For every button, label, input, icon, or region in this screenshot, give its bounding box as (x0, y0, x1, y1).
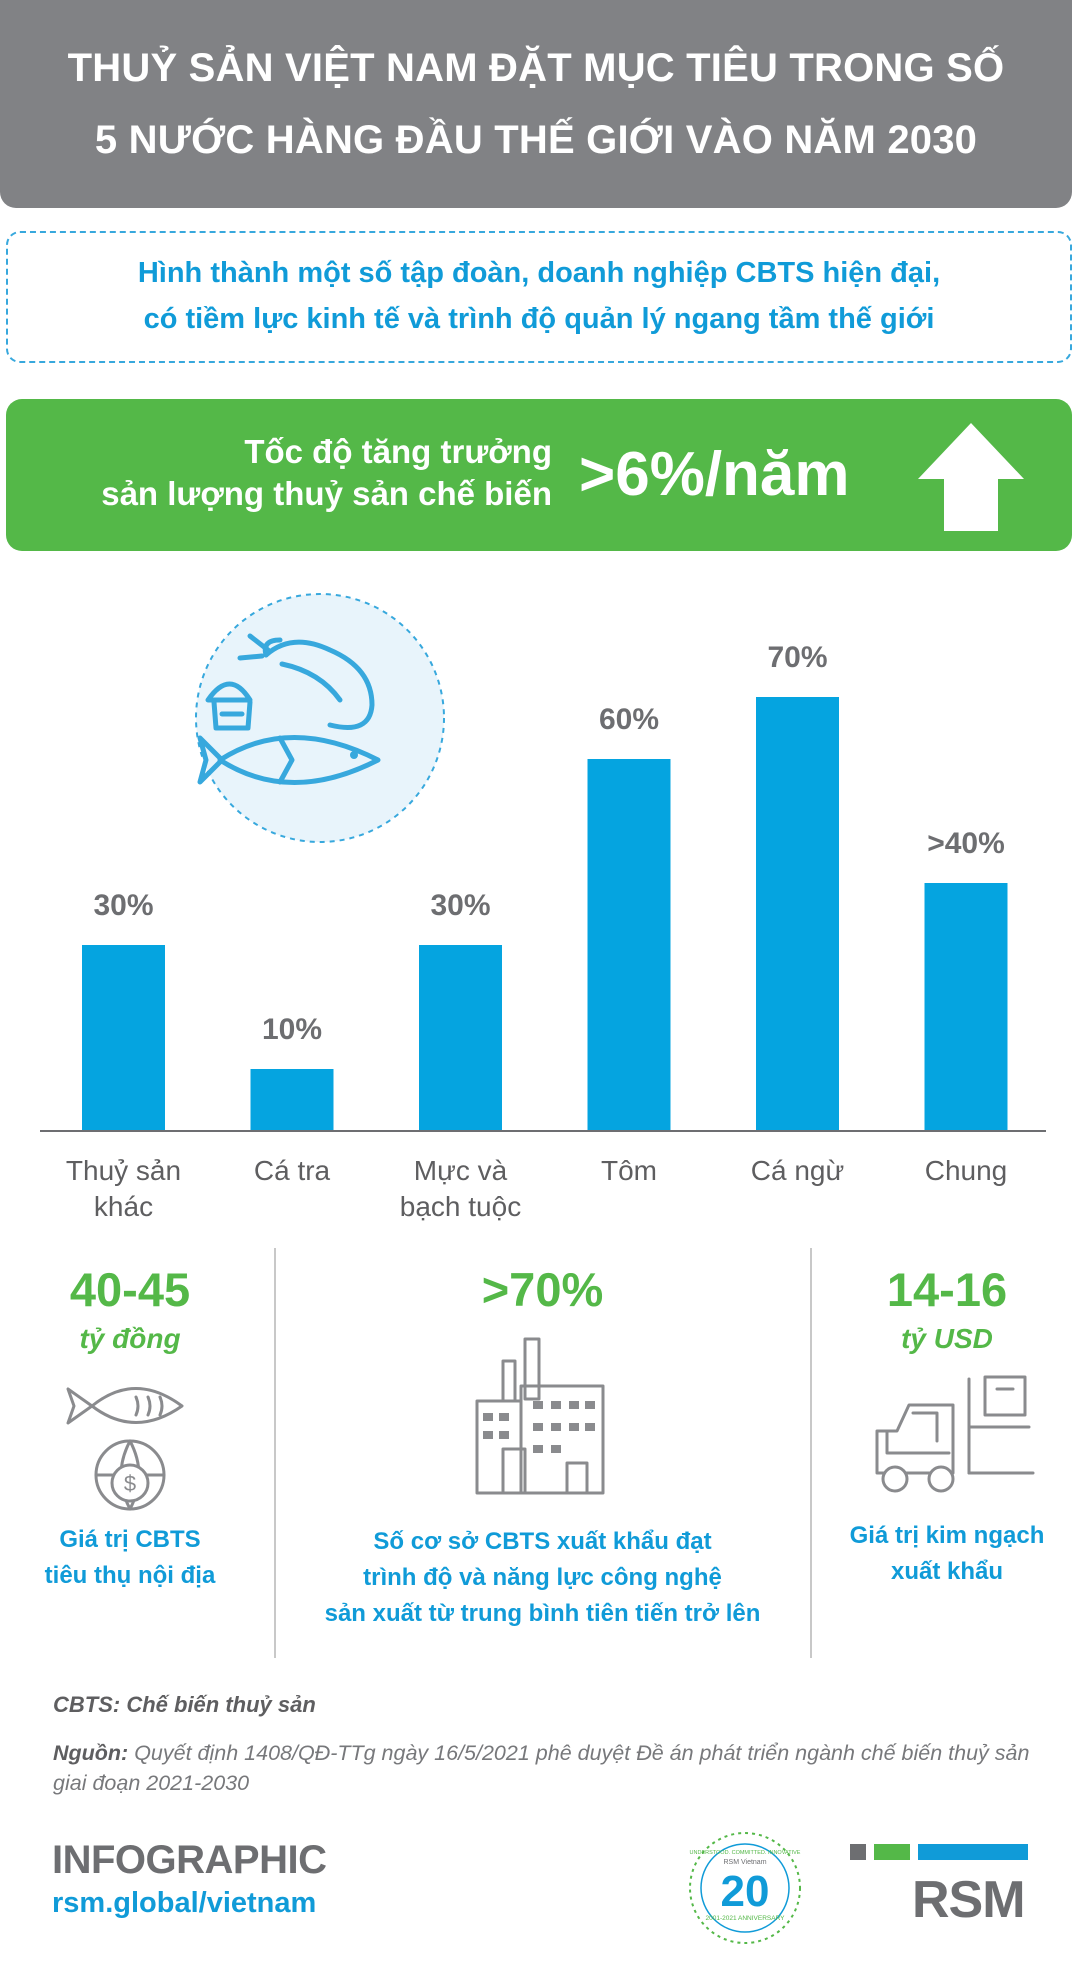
website-link[interactable]: rsm.global/vietnam (52, 1887, 317, 1919)
source-label: Nguồn: (53, 1741, 129, 1765)
infographic-label: INFOGRAPHIC (52, 1838, 327, 1882)
bar-value-label-1: 10% (262, 1013, 322, 1046)
category-label-3-0: Tôm (601, 1155, 657, 1186)
stat-export-desc-2: xuất khẩu (890, 1558, 1004, 1585)
category-label-5-0: Chung (925, 1155, 1008, 1186)
anniv-motto: UNDERSTOOD. COMMITTED. INNOVATIVE (690, 1850, 801, 1856)
header-title-line2: 5 NƯỚC HÀNG ĐẦU THẾ GIỚI VÀO NĂM 2030 (94, 118, 978, 162)
anniv-number: 20 (721, 1867, 770, 1916)
rsm-logo-bars (850, 1844, 1028, 1860)
anniversary-badge: RSM Vietnam 20 2001-2021 ANNIVERSARY UND… (689, 1832, 801, 1944)
category-label-0-0: Thuỷ sản (66, 1155, 181, 1186)
category-label-2-0: Mực và (414, 1155, 508, 1186)
stat-export-unit: tỷ USD (901, 1323, 993, 1354)
stat-domestic-desc-1: Giá trị CBTS (59, 1526, 201, 1553)
bar-0 (82, 945, 165, 1131)
fish-globe-icon: $ (66, 1387, 184, 1511)
bar-value-label-2: 30% (430, 889, 490, 922)
anniv-name: RSM Vietnam (723, 1859, 766, 1866)
stat-tech-value: >70% (481, 1263, 604, 1316)
header-title-line1: THUỶ SẢN VIỆT NAM ĐẶT MỤC TIÊU TRONG SỐ (67, 46, 1005, 90)
rsm-logo: RSM (912, 1871, 1026, 1929)
factory-icon (475, 1337, 604, 1495)
source-note: Nguồn: Quyết định 1408/QĐ-TTg ngày 16/5/… (53, 1738, 1033, 1798)
category-label-2-1: bạch tuộc (400, 1191, 521, 1222)
bar-2 (419, 945, 502, 1131)
svg-text:$: $ (124, 1471, 136, 1496)
stat-domestic-desc-2: tiêu thụ nội địa (44, 1562, 216, 1589)
seafood-icon (195, 593, 445, 843)
stat-export-desc-1: Giá trị kim ngạch (849, 1522, 1045, 1549)
source-text: Quyết định 1408/QĐ-TTg ngày 16/5/2021 ph… (53, 1741, 1030, 1795)
bar-3 (587, 759, 671, 1131)
vision-line2: có tiềm lực kinh tế và trình độ quản lý … (143, 303, 935, 335)
bar-value-label-0: 30% (93, 889, 153, 922)
stat-tech-desc-3: sản xuất từ trung bình tiên tiến trở lên (324, 1600, 761, 1627)
category-label-1-0: Cá tra (254, 1155, 331, 1186)
stat-export-value: 14-16 (886, 1263, 1008, 1316)
bar-value-label-4: 70% (767, 641, 827, 674)
stat-tech-desc-1: Số cơ sở CBTS xuất khẩu đạt (373, 1528, 712, 1555)
anniv-years: 2001-2021 ANNIVERSARY (705, 1915, 785, 1922)
stat-domestic-unit: tỷ đồng (79, 1323, 181, 1354)
up-arrow-icon (918, 423, 1024, 531)
bar-chart: 30% 10% 30% 60% 70% >40% Thuỷ sản khác Cá tra Mự… (40, 593, 1046, 1222)
growth-label-line1: Tốc độ tăng trưởng (244, 433, 552, 470)
forklift-icon (875, 1375, 1035, 1493)
divider-right (810, 1248, 812, 1658)
header-banner: THUỶ SẢN VIỆT NAM ĐẶT MỤC TIÊU TRONG SỐ … (0, 0, 1072, 208)
bar-5 (924, 883, 1008, 1131)
vision-box: Hình thành một số tập đoàn, doanh nghiệp… (6, 231, 1072, 363)
bar-value-label-3: 60% (599, 703, 659, 736)
bar-1 (250, 1069, 334, 1131)
x-axis-labels: Thuỷ sản khác Cá tra Mực và bạch tuộc Tôm Cá n… (66, 1155, 1007, 1222)
stat-tech-desc-2: trình độ và năng lực công nghệ (363, 1564, 722, 1591)
growth-label-line2: sản lượng thuỷ sản chế biến (101, 475, 552, 512)
category-label-4-0: Cá ngừ (751, 1155, 844, 1186)
stat-tech: >70% Số cơ sở CBTS xuất khẩu đạt trình đ… (290, 1262, 795, 1632)
growth-value: >6%/năm (579, 440, 850, 509)
growth-banner: Tốc độ tăng trưởng sản lượng thuỷ sản ch… (6, 399, 1072, 551)
stat-export: 14-16 tỷ USD Giá trị kim ngạch xuất khẩu (822, 1262, 1072, 1590)
bar-value-label-5: >40% (927, 827, 1005, 860)
category-label-0-1: khác (94, 1191, 153, 1222)
bar-4 (756, 697, 839, 1131)
stat-domestic-value: 40-45 (69, 1263, 191, 1316)
abbreviation-note: CBTS: Chế biến thuỷ sản (53, 1692, 316, 1717)
divider-left (274, 1248, 276, 1658)
stat-domestic: 40-45 tỷ đồng $ Giá trị CBTS tiêu thụ nộ… (20, 1262, 240, 1594)
bars-group: 30% 10% 30% 60% 70% >40% (82, 641, 1008, 1131)
vision-line1: Hình thành một số tập đoàn, doanh nghiệp… (137, 257, 941, 289)
